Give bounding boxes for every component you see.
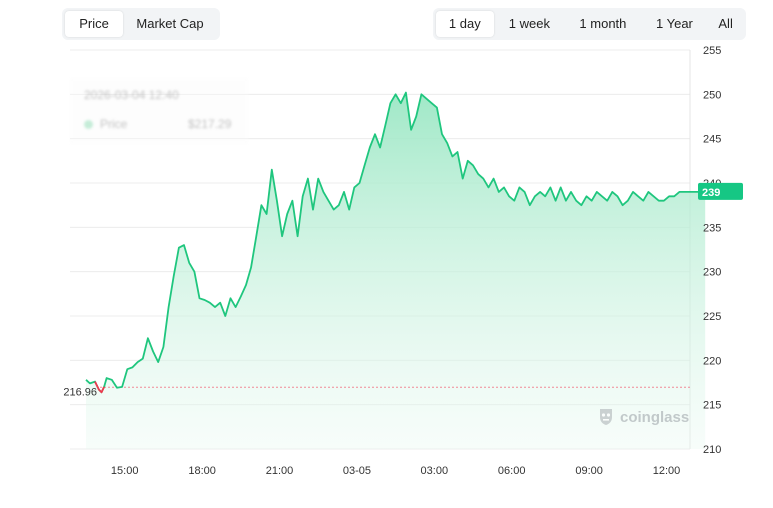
coinglass-logo-icon — [600, 409, 612, 425]
last-price-badge-label: 239 — [702, 187, 720, 199]
tab-price[interactable]: Price — [65, 11, 123, 37]
y-tick-label: 245 — [703, 134, 721, 146]
x-tick-label: 03-05 — [343, 465, 371, 477]
tab-1-year[interactable]: 1 Year — [656, 16, 693, 31]
y-tick-label: 235 — [703, 222, 721, 234]
tab-1-day[interactable]: 1 day — [436, 11, 494, 37]
x-axis: 15:00 18:00 21:00 03-05 03:00 06:00 09:00 12:00 — [111, 465, 680, 477]
tooltip-date: 2026-03-04 12:40 — [84, 88, 179, 102]
x-tick-label: 15:00 — [111, 465, 139, 477]
tooltip-label: Price — [100, 117, 128, 131]
start-price-label: 216.96 — [63, 386, 97, 398]
y-tick-label: 215 — [703, 400, 721, 412]
metric-toggle: Price Market Cap — [62, 8, 220, 40]
coinglass-watermark: coinglass — [597, 406, 689, 428]
x-tick-label: 03:00 — [421, 465, 449, 477]
tab-1-week[interactable]: 1 week — [508, 16, 550, 31]
y-tick-label: 225 — [703, 311, 721, 323]
y-tick-label: 230 — [703, 267, 721, 279]
x-tick-label: 21:00 — [266, 465, 294, 477]
y-tick-label: 220 — [703, 355, 721, 367]
x-tick-label: 09:00 — [575, 465, 603, 477]
tab-all[interactable]: All — [718, 16, 733, 31]
x-tick-label: 06:00 — [498, 465, 526, 477]
below-start-segment — [94, 381, 105, 394]
y-axis: 210215220225230235240245250255 — [703, 45, 721, 456]
y-tick-label: 210 — [703, 444, 721, 456]
price-line — [85, 91, 706, 394]
tab-market-cap[interactable]: Market Cap — [136, 16, 204, 31]
tooltip-value: $217.29 — [188, 117, 232, 131]
last-price-badge: 239 — [698, 182, 743, 200]
last-price-badge-bg — [698, 182, 743, 200]
hover-tooltip: 2026-03-04 12:40 Price $217.29 — [70, 78, 248, 144]
tab-1-month[interactable]: 1 month — [579, 16, 627, 31]
watermark-text: coinglass — [620, 408, 690, 426]
y-tick-label: 250 — [703, 89, 721, 101]
x-tick-label: 12:00 — [653, 465, 681, 477]
y-tick-label: 255 — [703, 45, 721, 57]
tooltip-series-dot — [84, 120, 93, 129]
x-tick-label: 18:00 — [188, 465, 216, 477]
price-area — [86, 92, 706, 449]
period-toggle: 1 day 1 week 1 month 1 Year All — [433, 8, 746, 40]
